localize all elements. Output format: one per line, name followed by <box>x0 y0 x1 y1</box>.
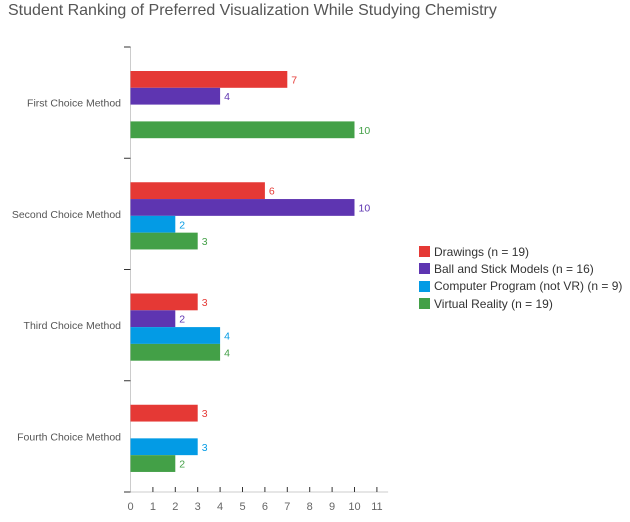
bar <box>130 232 198 250</box>
legend: Drawings (n = 19) Ball and Stick Models (… <box>419 243 622 312</box>
data-label: 3 <box>202 408 208 420</box>
x-tick-label: 7 <box>284 501 290 513</box>
data-label: 6 <box>269 186 275 198</box>
category-label: Third Choice Method <box>24 320 122 332</box>
legend-item[interactable]: Drawings (n = 19) <box>419 243 622 260</box>
bar <box>130 455 176 472</box>
x-tick-label: 5 <box>239 501 245 513</box>
data-label: 4 <box>224 91 230 103</box>
category-label: First Choice Method <box>27 98 121 110</box>
x-tick-label: 3 <box>195 501 201 513</box>
data-label: 7 <box>291 74 297 86</box>
chart-title: Student Ranking of Preferred Visualizati… <box>8 2 497 19</box>
x-tick-label: 9 <box>329 501 335 513</box>
bar <box>130 121 355 139</box>
data-label: 4 <box>224 347 230 359</box>
category-label: Fourth Choice Method <box>17 431 121 443</box>
category-label: Second Choice Method <box>12 209 121 221</box>
data-label: 3 <box>202 236 208 248</box>
x-tick-label: 8 <box>307 501 313 513</box>
bar <box>130 199 355 216</box>
bar <box>130 293 198 311</box>
bar <box>130 87 221 105</box>
x-tick-label: 11 <box>371 501 382 513</box>
legend-label: Computer Program (not VR) (n = 9) <box>434 279 623 294</box>
x-tick-label: 6 <box>262 501 268 513</box>
x-tick-label: 0 <box>127 501 133 513</box>
legend-label: Drawings (n = 19) <box>434 244 530 259</box>
legend-item[interactable]: Ball and Stick Models (n = 16) <box>419 260 622 277</box>
x-tick-label: 1 <box>150 501 156 513</box>
data-label: 10 <box>359 125 371 137</box>
data-label: 2 <box>179 219 185 231</box>
x-tick-label: 10 <box>348 501 360 513</box>
legend-item[interactable]: Computer Program (not VR) (n = 9) <box>419 278 622 295</box>
data-label: 10 <box>359 202 371 214</box>
bar <box>130 71 288 88</box>
data-label: 3 <box>202 442 208 454</box>
legend-swatch <box>419 246 430 258</box>
data-label: 4 <box>224 331 230 343</box>
legend-swatch <box>419 263 430 275</box>
bar <box>130 438 198 456</box>
data-label: 2 <box>179 459 185 471</box>
legend-item[interactable]: Virtual Reality (n = 19) <box>419 295 622 312</box>
x-tick-label: 4 <box>217 501 223 513</box>
bar <box>130 182 265 200</box>
bar <box>130 343 221 361</box>
legend-label: Ball and Stick Models (n = 16) <box>434 261 594 276</box>
legend-label: Virtual Reality (n = 19) <box>434 296 553 311</box>
bar <box>130 327 221 344</box>
x-tick-label: 2 <box>172 501 178 513</box>
legend-swatch <box>419 280 430 292</box>
bar <box>130 310 176 328</box>
data-label: 3 <box>202 297 208 309</box>
bar <box>130 215 176 233</box>
legend-swatch <box>419 298 430 310</box>
data-label: 2 <box>179 314 185 326</box>
bar <box>130 404 198 422</box>
